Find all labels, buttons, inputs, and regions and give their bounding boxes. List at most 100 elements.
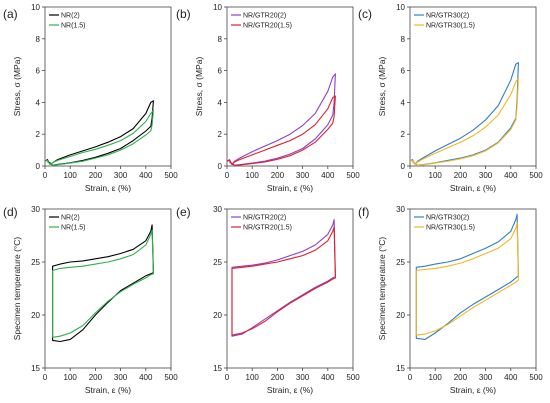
x-tick-label: 100 [64, 171, 78, 180]
series-line-1 [231, 219, 336, 337]
legend-entry: NR/GTR20(1.5) [243, 23, 292, 30]
y-tick-label: 30 [31, 205, 40, 214]
legend-entry: NR(1.5) [61, 225, 86, 232]
y-axis-label: Specimen temperature (°C) [377, 237, 387, 341]
y-axis-label: Specimen temperature (°C) [12, 237, 22, 341]
x-tick-label: 300 [479, 373, 493, 382]
plot-frame [44, 6, 172, 167]
x-axis-label: Strain, ε (%) [450, 183, 496, 193]
x-tick-label: 200 [271, 373, 285, 382]
y-tick-label: 0 [36, 162, 41, 171]
legend-entry: NR/GTR30(1.5) [426, 23, 475, 30]
plot-frame [226, 6, 354, 167]
y-tick-label: 30 [396, 205, 405, 214]
x-tick-label: 0 [408, 373, 413, 382]
y-axis-label: Stress, σ (MPa) [12, 57, 22, 117]
x-tick-label: 200 [454, 171, 468, 180]
x-tick-label: 0 [225, 373, 230, 382]
series-line-1 [415, 213, 519, 340]
y-tick-label: 30 [213, 205, 222, 214]
y-axis-label: Stress, σ (MPa) [377, 57, 387, 117]
y-tick-label: 25 [396, 258, 405, 267]
x-tick-label: 200 [89, 373, 103, 382]
y-tick-label: 15 [31, 364, 40, 373]
y-tick-label: 15 [213, 364, 222, 373]
series-line-1 [226, 73, 336, 166]
y-tick-label: 10 [396, 3, 405, 12]
x-tick-label: 200 [89, 171, 103, 180]
chart-panel-b: 0 100 200 300 400 500 0 2 4 6 8 10 Strain, ε (%) Stre… [176, 3, 360, 193]
x-tick-label: 300 [296, 373, 310, 382]
series-line-2 [415, 222, 519, 336]
chart-panel-f: 0 100 200 300 400 500 15 20 25 30 Strain, ε (%) Spe… [358, 205, 543, 395]
y-tick-label: 25 [31, 258, 40, 267]
y-tick-label: 8 [218, 35, 223, 44]
x-tick-label: 200 [271, 171, 285, 180]
y-tick-label: 6 [36, 67, 41, 76]
x-tick-label: 500 [346, 373, 360, 382]
x-tick-label: 400 [321, 373, 335, 382]
chart-panel-c: 0 100 200 300 400 500 0 2 4 6 8 10 Strain, ε (%) Stre… [358, 3, 543, 193]
x-tick-label: 400 [321, 171, 335, 180]
y-tick-label: 2 [401, 130, 406, 139]
legend-entry: NR/GTR20(1.5) [243, 225, 292, 232]
panel-label: (d) [3, 205, 18, 219]
panel-label: (a) [3, 7, 18, 21]
y-tick-label: 6 [401, 67, 406, 76]
x-tick-label: 100 [64, 373, 78, 382]
legend-entry: NR/GTR30(2) [426, 13, 469, 20]
y-tick-label: 15 [396, 364, 405, 373]
x-axis-label: Strain, ε (%) [267, 183, 313, 193]
x-tick-label: 100 [429, 373, 443, 382]
x-tick-label: 400 [139, 373, 153, 382]
chart-panel-e: 0 100 200 300 400 500 15 20 25 30 Strain, ε (%) (e)… [176, 205, 360, 395]
x-tick-label: 100 [246, 373, 260, 382]
x-axis-label: Strain, ε (%) [267, 385, 313, 395]
legend-entry: NR(2) [61, 13, 80, 20]
x-tick-label: 300 [114, 373, 128, 382]
y-tick-label: 25 [213, 258, 222, 267]
x-tick-label: 100 [246, 171, 260, 180]
panel-label: (e) [176, 205, 191, 219]
series-line-2 [409, 77, 519, 166]
legend-entry: NR(2) [61, 215, 80, 222]
x-axis-label: Strain, ε (%) [85, 183, 131, 193]
y-tick-label: 20 [31, 311, 40, 320]
plot-frame [44, 208, 172, 369]
y-tick-label: 4 [36, 98, 41, 107]
y-tick-label: 20 [213, 311, 222, 320]
series-line-2 [231, 226, 336, 336]
panel-label: (c) [358, 7, 372, 21]
plot-frame [226, 208, 354, 369]
x-tick-label: 500 [529, 373, 543, 382]
x-tick-label: 0 [408, 171, 413, 180]
x-tick-label: 300 [479, 171, 493, 180]
x-axis-label: Strain, ε (%) [450, 385, 496, 395]
plot-frame [409, 6, 537, 167]
series-line-1 [52, 224, 154, 343]
y-tick-label: 2 [36, 130, 41, 139]
x-tick-label: 0 [43, 373, 48, 382]
panel-label: (f) [358, 205, 369, 219]
series-line-2 [52, 229, 154, 338]
y-axis-label: Stress, σ (MPa) [194, 57, 204, 117]
x-tick-label: 500 [164, 373, 178, 382]
legend-entry: NR/GTR20(2) [243, 215, 286, 222]
x-tick-label: 300 [114, 171, 128, 180]
x-axis-label: Strain, ε (%) [85, 385, 131, 395]
y-tick-label: 8 [401, 35, 406, 44]
legend-entry: NR/GTR30(1.5) [426, 225, 475, 232]
plot-frame [409, 208, 537, 369]
chart-panel-d: 0 100 200 300 400 500 15 20 25 30 Strain, ε (%) Spe… [3, 205, 178, 395]
x-tick-label: 500 [529, 171, 543, 180]
series-line-1 [409, 62, 519, 166]
y-tick-label: 6 [218, 67, 223, 76]
x-tick-label: 500 [164, 171, 178, 180]
legend-entry: NR/GTR30(2) [426, 215, 469, 222]
x-tick-label: 100 [429, 171, 443, 180]
y-tick-label: 10 [213, 3, 222, 12]
series-line-1 [44, 100, 154, 166]
x-tick-label: 300 [296, 171, 310, 180]
panel-label: (b) [176, 7, 191, 21]
